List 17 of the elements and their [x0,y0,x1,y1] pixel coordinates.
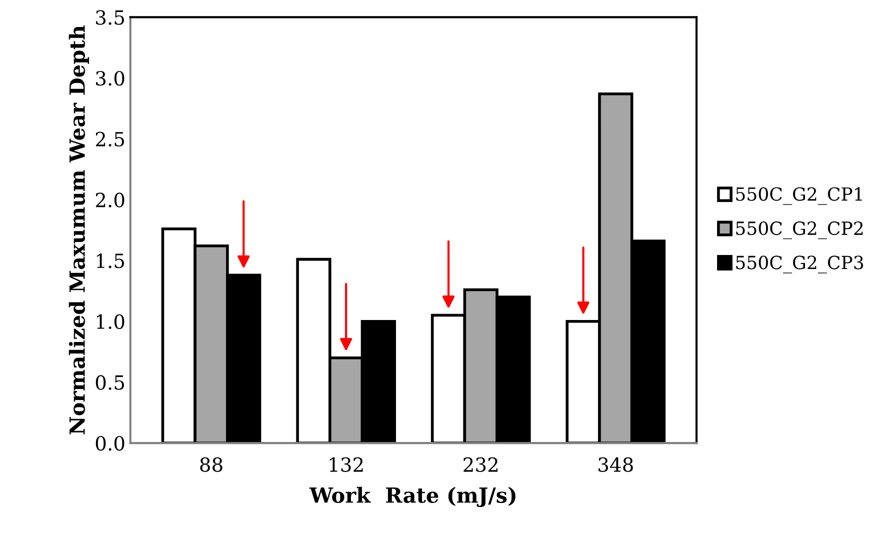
legend-label: 550C_G2_CP1 [736,187,862,205]
y-tick-label: 0.0 [96,436,124,451]
y-tick-label: 1.5 [96,253,124,268]
x-tick-label: 132 [330,457,363,472]
y-tick-label: 0.5 [96,375,124,390]
x-tick-label: 232 [464,457,498,472]
y-tick-label: 3.5 [96,10,124,25]
legend-label: 550C_G2_CP2 [736,221,863,240]
legend-label: 550C_G2_CP3 [736,256,864,274]
x-axis-title: Work Rate (mJ/s) [309,486,516,508]
y-tick-label: 2.0 [96,192,124,208]
y-tick-label: 1.0 [96,314,124,330]
x-tick-label: 348 [598,457,633,472]
y-axis-title: Normalized Maxumum Wear Depth [68,26,90,434]
y-tick-label: 2.5 [96,132,124,147]
y-tick-label: 3.0 [96,70,124,86]
x-tick-label: 88 [200,457,222,472]
